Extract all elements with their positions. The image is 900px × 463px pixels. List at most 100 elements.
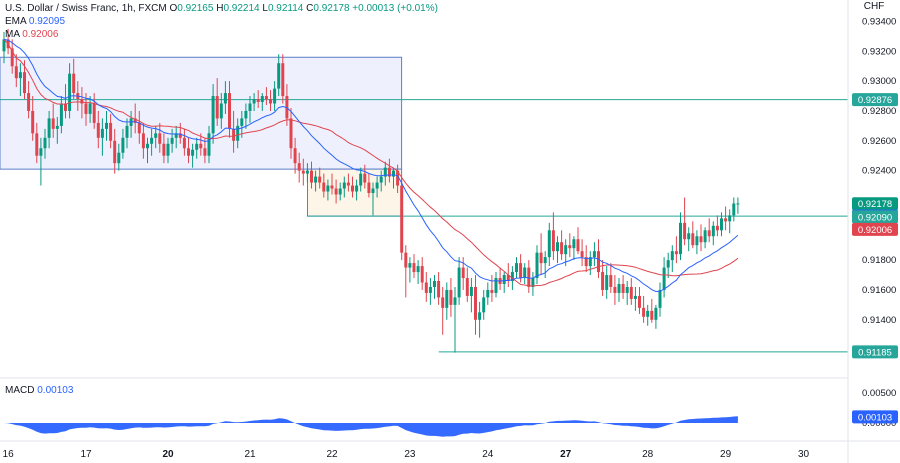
candle-body <box>293 148 297 164</box>
candle-body <box>465 278 469 296</box>
candle-body <box>621 283 625 293</box>
candle-body <box>182 137 186 149</box>
candle-body <box>646 310 650 317</box>
high-value: 0.92214 <box>223 3 260 14</box>
zone-beige <box>307 168 403 217</box>
candle-body <box>383 167 387 177</box>
price-tag <box>852 197 898 211</box>
symbol-title[interactable]: U.S. Dollar / Swiss Franc, 1h, FXCM <box>5 3 167 14</box>
candle-body <box>375 182 379 189</box>
candle-body <box>240 118 244 126</box>
candle-body <box>100 128 104 138</box>
macd-value: 0.00103 <box>37 385 74 396</box>
candle-body <box>244 110 248 119</box>
time-tick-label: 24 <box>482 449 494 460</box>
macd-label: MACD <box>5 385 35 396</box>
candle-body <box>23 72 26 94</box>
candle-body <box>515 263 518 273</box>
macd-tick-label: 0.00000 <box>862 418 896 429</box>
candle-body <box>314 176 318 183</box>
ema-row[interactable]: EMA 0.92095 <box>5 15 438 28</box>
candle-body <box>588 257 592 267</box>
candle-body <box>523 267 527 279</box>
candle-body <box>43 137 47 149</box>
candle-body <box>699 236 703 243</box>
candle-body <box>264 96 268 100</box>
candle-body <box>724 218 728 222</box>
candle-body <box>408 263 412 268</box>
price-tick-label: 0.93400 <box>862 16 896 27</box>
indicator-lines-layer <box>3 38 739 293</box>
time-tick-label: 17 <box>80 449 92 460</box>
candle-body <box>27 93 31 111</box>
time-axis[interactable]: 16 17 20 21 22 23 24 27 28 29 30 <box>3 449 810 460</box>
candle-body <box>154 133 158 138</box>
candle-body <box>207 133 211 156</box>
candle-body <box>256 99 260 103</box>
candle-body <box>629 286 633 299</box>
candle-body <box>597 251 600 273</box>
ema-line <box>3 38 739 293</box>
candle-body <box>720 218 723 231</box>
candle-body <box>338 188 342 195</box>
candle-body <box>117 152 121 164</box>
candle-body <box>658 289 662 308</box>
candle-body <box>59 103 63 126</box>
candle-body <box>638 295 641 308</box>
candle-body <box>72 73 76 94</box>
price-tick-label: 0.92800 <box>862 106 896 117</box>
time-tick-label: 22 <box>326 449 338 460</box>
candle-body <box>277 63 281 89</box>
candle-body <box>510 272 514 282</box>
candle-body <box>301 170 305 174</box>
ma-value: 0.92006 <box>22 29 59 40</box>
candle-body <box>31 110 35 134</box>
candle-body <box>162 143 166 156</box>
candle-body <box>441 297 445 308</box>
candle-body <box>560 242 564 255</box>
price-axis[interactable]: 0.93400 0.93200 0.93000 0.92800 0.92600 0.924… <box>862 16 896 429</box>
candle-body <box>519 263 523 279</box>
candle-body <box>478 312 482 320</box>
candle-body <box>642 307 646 317</box>
price-tag <box>852 93 898 107</box>
candle-body <box>35 133 39 156</box>
candle-body <box>133 118 137 123</box>
candle-body <box>396 170 400 186</box>
macd-legend[interactable]: MACD 0.00103 <box>5 385 73 396</box>
close-value: 0.92178 <box>313 3 350 14</box>
ma-row[interactable]: MA 0.92006 <box>5 28 438 41</box>
candle-body <box>2 39 6 52</box>
candle-body <box>461 267 465 279</box>
candle-body <box>166 143 170 156</box>
candle-body <box>273 88 277 104</box>
candle-body <box>654 307 658 320</box>
candle-body <box>687 233 691 240</box>
candle-body <box>379 176 383 183</box>
candle-body <box>318 176 322 183</box>
candle-body <box>469 286 473 296</box>
open-value: 0.92165 <box>177 3 214 14</box>
candle-body <box>109 122 113 141</box>
price-tick-label: 0.92400 <box>862 166 896 177</box>
candle-body <box>428 286 432 293</box>
price-tag-label: 0.92876 <box>858 95 892 106</box>
candle-body <box>14 66 18 79</box>
candle-body <box>404 252 408 268</box>
candle-body <box>146 143 149 149</box>
candle-body <box>211 96 215 134</box>
candle-body <box>674 251 678 255</box>
candle-body <box>187 148 190 156</box>
candle-body <box>662 267 666 290</box>
candle-body <box>633 295 637 299</box>
candle-body <box>605 275 609 290</box>
candle-body <box>433 281 436 287</box>
candle-body <box>543 257 547 264</box>
candle-body <box>359 173 363 186</box>
candle-body <box>125 125 129 138</box>
time-tick-label: 20 <box>162 449 174 460</box>
candle-body <box>572 239 576 249</box>
candle-body <box>80 99 84 104</box>
candle-body <box>228 93 231 129</box>
